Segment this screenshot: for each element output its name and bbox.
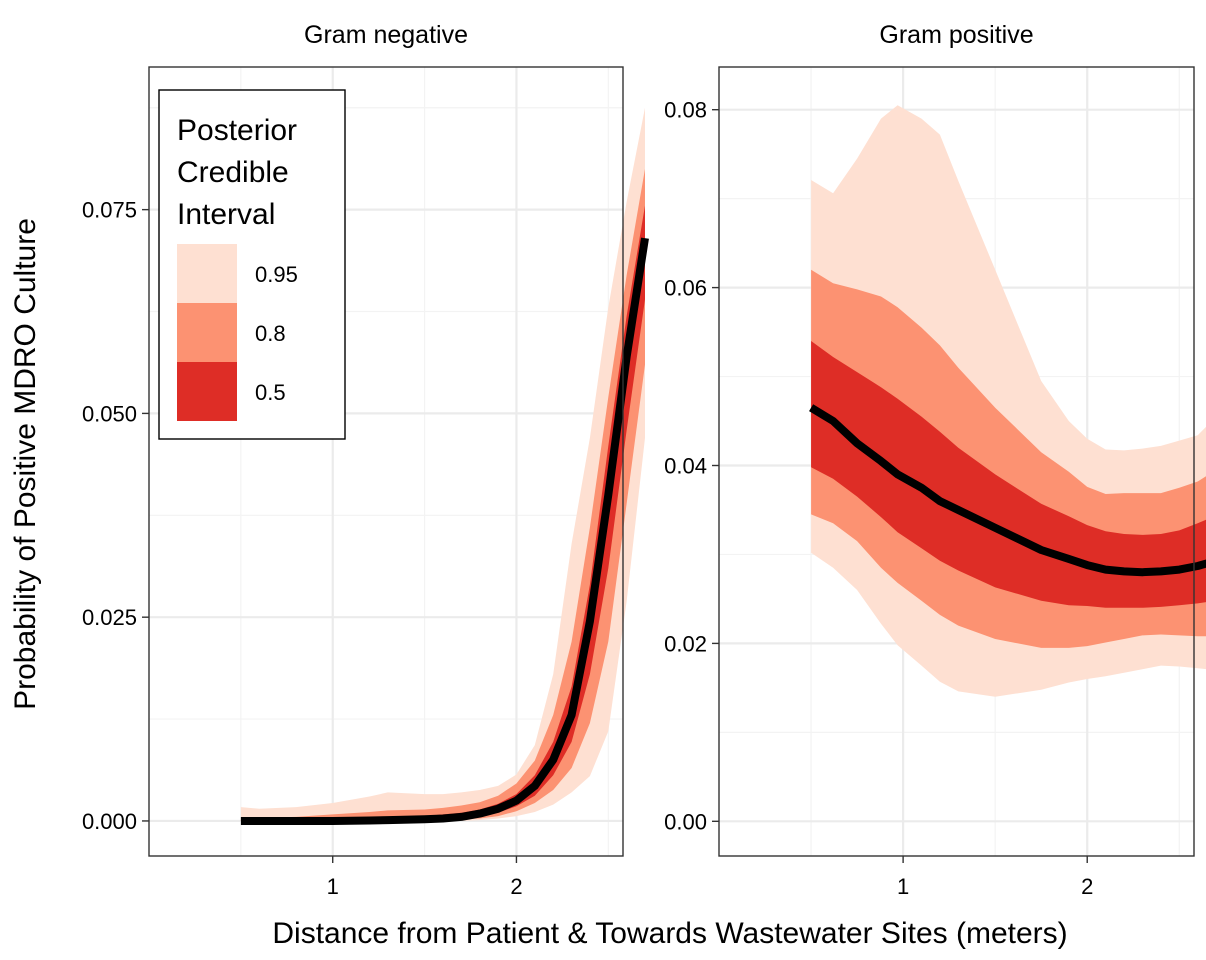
x-tick-label: 2 <box>1081 874 1093 899</box>
legend-title-line: Credible <box>177 156 289 189</box>
panel-title: Gram positive <box>879 21 1033 49</box>
legend-swatch <box>177 303 237 362</box>
x-axis-title: Distance from Patient & Towards Wastewat… <box>272 917 1067 950</box>
ribbon-50 <box>811 341 1206 608</box>
y-axis-title: Probability of Positive MDRO Culture <box>9 218 42 710</box>
legend-swatch <box>177 244 237 303</box>
legend-label: 0.8 <box>255 321 286 346</box>
panel-border <box>718 66 1195 857</box>
y-tick-label: 0.04 <box>664 454 707 479</box>
x-tick-label: 2 <box>510 874 522 899</box>
legend-label: 0.5 <box>255 380 286 405</box>
panel-border <box>148 66 624 857</box>
legend-swatch <box>177 362 237 421</box>
y-tick-label: 0.075 <box>82 198 137 223</box>
y-tick-label: 0.06 <box>664 276 707 301</box>
y-tick-label: 0.000 <box>82 809 137 834</box>
y-tick-label: 0.00 <box>664 809 707 834</box>
x-tick-label: 1 <box>897 874 909 899</box>
legend: Posterior Credible Interval 0.95 0.8 0.5 <box>158 89 346 440</box>
median-line <box>809 404 1206 577</box>
panel-gram-positive: 0.00 0.02 0.04 0.06 0.08 1 2 Gram positive <box>664 21 1206 899</box>
y-tick-label: 0.02 <box>664 631 707 656</box>
x-tick-label: 1 <box>327 874 339 899</box>
panel-title: Gram negative <box>304 21 468 49</box>
y-tick-label: 0.050 <box>82 401 137 426</box>
y-tick-label: 0.025 <box>82 605 137 630</box>
legend-title-line: Interval <box>177 198 275 231</box>
legend-title-line: Posterior <box>177 114 297 147</box>
legend-label: 0.95 <box>255 262 298 287</box>
y-tick-label: 0.08 <box>664 98 707 123</box>
median-line <box>240 237 649 825</box>
